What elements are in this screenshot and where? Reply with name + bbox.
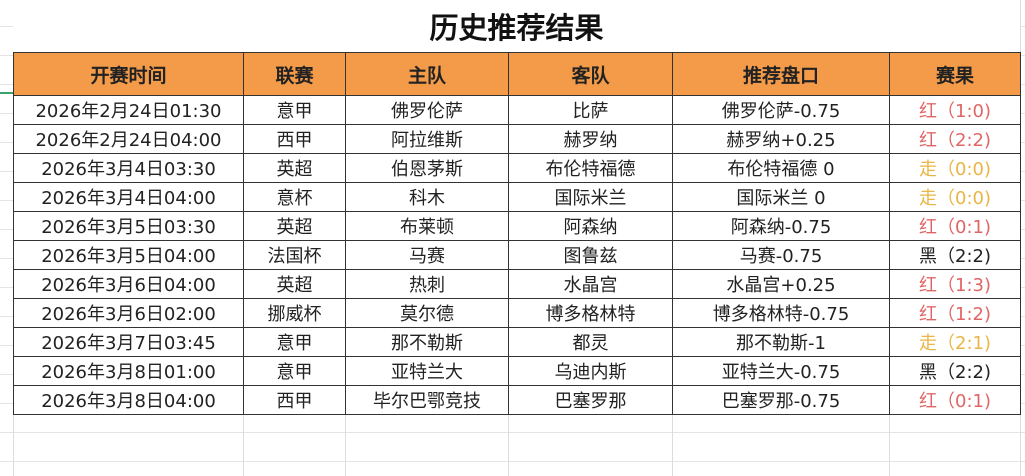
cell-result[interactable]: 黑（2:2) (889, 240, 1021, 270)
cell-result[interactable]: 红（0:1) (889, 211, 1021, 241)
cell-home[interactable]: 亚特兰大 (345, 356, 509, 386)
table-row: 2026年3月5日04:00 法国杯 马赛 图鲁兹 马赛-0.75 黑（2:2) (13, 240, 1021, 270)
cell-away[interactable]: 布伦特福德 (508, 153, 673, 183)
cell-league[interactable]: 英超 (243, 211, 346, 241)
cell-time[interactable]: 2026年3月5日04:00 (13, 240, 244, 270)
cell-time[interactable]: 2026年3月6日04:00 (13, 269, 244, 299)
cell-result[interactable]: 红（1:3) (889, 269, 1021, 299)
table-row: 2026年3月8日04:00 西甲 毕尔巴鄂竞技 巴塞罗那 巴塞罗那-0.75 红（0:1… (13, 385, 1021, 415)
cell-away[interactable]: 阿森纳 (508, 211, 673, 241)
cell-pick[interactable]: 巴塞罗那-0.75 (672, 385, 890, 415)
table-row: 2026年3月6日04:00 英超 热刺 水晶宫 水晶宫+0.25 红（1:3) (13, 269, 1021, 299)
table-row: 2026年3月8日01:00 意甲 亚特兰大 乌迪内斯 亚特兰大-0.75 黑（2:2) (13, 356, 1021, 386)
cell-home[interactable]: 毕尔巴鄂竞技 (345, 385, 509, 415)
cell-league[interactable]: 意杯 (243, 182, 346, 212)
results-table: 开赛时间 联赛 主队 客队 推荐盘口 赛果 2026年2月24日01:30 意甲佛… (13, 52, 1021, 415)
cell-league[interactable]: 意甲 (243, 327, 346, 357)
cell-pick[interactable]: 那不勒斯-1 (672, 327, 890, 357)
cell-result[interactable]: 红（1:2) (889, 298, 1021, 328)
cell-result[interactable]: 走（0:0) (889, 153, 1021, 183)
cell-pick[interactable]: 国际米兰 0 (672, 182, 890, 212)
cell-away[interactable]: 博多格林特 (508, 298, 673, 328)
table-row: 2026年3月5日03:30 英超 布莱顿 阿森纳 阿森纳-0.75 红（0:1) (13, 211, 1021, 241)
header-pick[interactable]: 推荐盘口 (672, 52, 890, 96)
cell-home[interactable]: 热刺 (345, 269, 509, 299)
cell-pick[interactable]: 佛罗伦萨-0.75 (672, 95, 890, 125)
cell-league[interactable]: 英超 (243, 269, 346, 299)
cell-pick[interactable]: 马赛-0.75 (672, 240, 890, 270)
cell-time[interactable]: 2026年3月4日04:00 (13, 182, 244, 212)
cell-away[interactable]: 比萨 (508, 95, 673, 125)
header-result[interactable]: 赛果 (889, 52, 1021, 96)
cell-home[interactable]: 那不勒斯 (345, 327, 509, 357)
row-selection-marker (0, 92, 13, 94)
table-row: 2026年3月4日03:30 英超 伯恩茅斯 布伦特福德 布伦特福德 0 走（0:0) (13, 153, 1021, 183)
header-row: 开赛时间 联赛 主队 客队 推荐盘口 赛果 (13, 52, 1021, 96)
cell-result[interactable]: 红（1:0) (889, 95, 1021, 125)
cell-time[interactable]: 2026年2月24日01:30 (13, 95, 244, 125)
cell-home[interactable]: 佛罗伦萨 (345, 95, 509, 125)
header-time[interactable]: 开赛时间 (13, 52, 244, 96)
cell-away[interactable]: 水晶宫 (508, 269, 673, 299)
cell-time[interactable]: 2026年3月5日03:30 (13, 211, 244, 241)
cell-home[interactable]: 马赛 (345, 240, 509, 270)
table-row: 2026年3月4日04:00 意杯 科木 国际米兰 国际米兰 0 走（0:0) (13, 182, 1021, 212)
cell-time[interactable]: 2026年3月4日03:30 (13, 153, 244, 183)
cell-pick[interactable]: 博多格林特-0.75 (672, 298, 890, 328)
cell-time[interactable]: 2026年3月6日02:00 (13, 298, 244, 328)
cell-home[interactable]: 布莱顿 (345, 211, 509, 241)
cell-away[interactable]: 赫罗纳 (508, 124, 673, 154)
cell-result[interactable]: 红（2:2) (889, 124, 1021, 154)
header-away[interactable]: 客队 (508, 52, 673, 96)
cell-league[interactable]: 英超 (243, 153, 346, 183)
cell-league[interactable]: 西甲 (243, 124, 346, 154)
cell-home[interactable]: 科木 (345, 182, 509, 212)
cell-away[interactable]: 国际米兰 (508, 182, 673, 212)
cell-league[interactable]: 法国杯 (243, 240, 346, 270)
header-home[interactable]: 主队 (345, 52, 509, 96)
cell-home[interactable]: 莫尔德 (345, 298, 509, 328)
cell-league[interactable]: 意甲 (243, 95, 346, 125)
cell-league[interactable]: 西甲 (243, 385, 346, 415)
cell-pick[interactable]: 亚特兰大-0.75 (672, 356, 890, 386)
cell-pick[interactable]: 水晶宫+0.25 (672, 269, 890, 299)
cell-time[interactable]: 2026年3月8日04:00 (13, 385, 244, 415)
cell-pick[interactable]: 赫罗纳+0.25 (672, 124, 890, 154)
cell-pick[interactable]: 布伦特福德 0 (672, 153, 890, 183)
cell-pick[interactable]: 阿森纳-0.75 (672, 211, 890, 241)
table-row: 2026年2月24日04:00 西甲 阿拉维斯 赫罗纳 赫罗纳+0.25 红（2:2) (13, 124, 1021, 154)
header-league[interactable]: 联赛 (243, 52, 346, 96)
cell-time[interactable]: 2026年3月7日03:45 (13, 327, 244, 357)
cell-time[interactable]: 2026年3月8日01:00 (13, 356, 244, 386)
sheet-title: 历史推荐结果 (13, 0, 1020, 52)
cell-away[interactable]: 乌迪内斯 (508, 356, 673, 386)
cell-away[interactable]: 图鲁兹 (508, 240, 673, 270)
cell-result[interactable]: 走（0:0) (889, 182, 1021, 212)
cell-home[interactable]: 阿拉维斯 (345, 124, 509, 154)
cell-result[interactable]: 红（0:1) (889, 385, 1021, 415)
cell-time[interactable]: 2026年2月24日04:00 (13, 124, 244, 154)
cell-away[interactable]: 都灵 (508, 327, 673, 357)
cell-result[interactable]: 黑（2:2) (889, 356, 1021, 386)
cell-away[interactable]: 巴塞罗那 (508, 385, 673, 415)
cell-result[interactable]: 走（2:1) (889, 327, 1021, 357)
cell-home[interactable]: 伯恩茅斯 (345, 153, 509, 183)
cell-league[interactable]: 意甲 (243, 356, 346, 386)
table-row: 2026年3月6日02:00 挪威杯 莫尔德 博多格林特 博多格林特-0.75 红（1:2… (13, 298, 1021, 328)
cell-league[interactable]: 挪威杯 (243, 298, 346, 328)
table-row: 2026年3月7日03:45 意甲 那不勒斯 都灵 那不勒斯-1 走（2:1) (13, 327, 1021, 357)
table-row: 2026年2月24日01:30 意甲 佛罗伦萨 比萨 佛罗伦萨-0.75 红（1:0) (13, 95, 1021, 125)
